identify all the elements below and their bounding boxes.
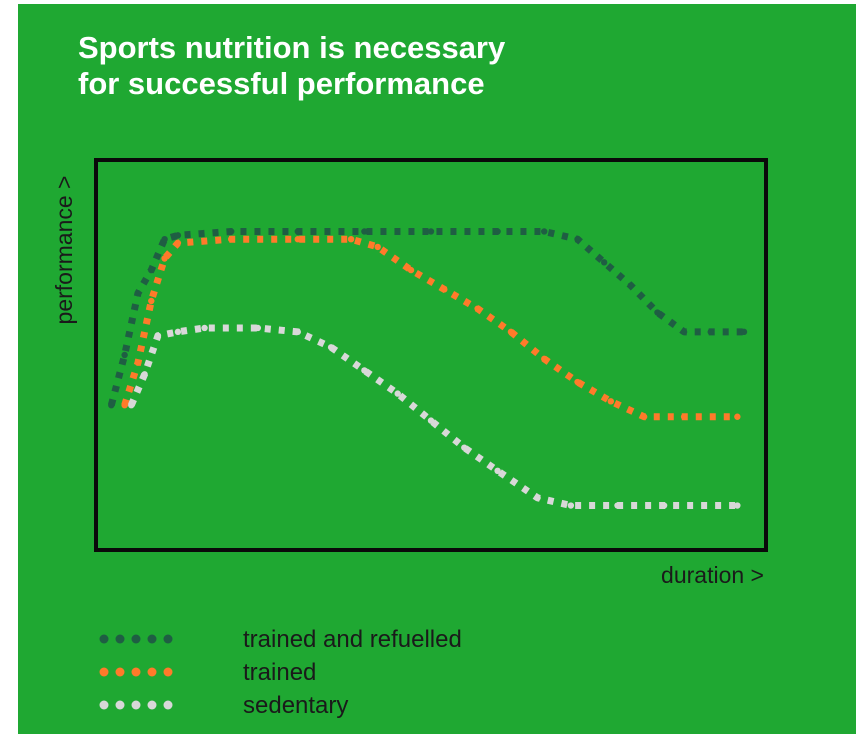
data-point-trained-6 — [294, 236, 301, 243]
legend-swatch-dot — [115, 667, 125, 677]
data-point-sedentary-9 — [394, 390, 401, 397]
chart-title: Sports nutrition is necessary for succes… — [78, 30, 506, 101]
data-point-sedentary-13 — [534, 494, 541, 502]
data-point-trained-12 — [507, 328, 515, 336]
legend-label-sedentary: sedentary — [243, 692, 348, 719]
data-point-trained-18 — [734, 413, 741, 420]
data-point-trained-and-refuelled-11 — [541, 228, 548, 235]
data-point-sedentary-7 — [327, 344, 335, 351]
chart-background — [18, 4, 856, 734]
data-point-sedentary-15 — [614, 502, 621, 509]
data-point-trained-and-refuelled-10 — [494, 228, 501, 235]
data-point-sedentary-17 — [734, 502, 741, 509]
series-layer — [107, 227, 748, 510]
series-trained — [121, 235, 741, 421]
data-point-trained-and-refuelled-14 — [627, 282, 634, 289]
legend-swatch-dot — [147, 700, 157, 710]
data-point-trained-5 — [228, 236, 235, 243]
legend-swatch-dot — [163, 667, 173, 677]
legend-label-trained-and-refuelled: trained and refuelled — [243, 626, 462, 653]
data-point-sedentary-4 — [201, 324, 208, 332]
legend-item-sedentary: sedentary — [99, 692, 348, 719]
data-point-trained-and-refuelled-8 — [361, 228, 368, 235]
data-point-trained-8 — [374, 243, 381, 251]
data-point-sedentary-11 — [461, 444, 468, 451]
data-point-trained-9 — [407, 266, 415, 274]
data-point-sedentary-0 — [128, 401, 135, 409]
data-point-trained-1 — [134, 359, 142, 366]
legend-label-trained: trained — [243, 659, 316, 686]
data-point-trained-11 — [474, 305, 481, 312]
data-point-trained-and-refuelled-2 — [134, 290, 142, 297]
data-point-trained-13 — [541, 355, 548, 363]
data-point-sedentary-6 — [294, 328, 301, 336]
legend-swatch-sedentary — [99, 700, 173, 710]
data-point-sedentary-8 — [361, 367, 368, 374]
x-axis-label: duration > — [661, 562, 764, 588]
data-point-sedentary-14 — [567, 502, 575, 509]
legend-swatch-dot — [115, 634, 125, 644]
legend-item-trained: trained — [99, 659, 316, 686]
legend-swatch-dot — [99, 700, 109, 710]
data-point-sedentary-3 — [174, 328, 182, 336]
data-point-trained-and-refuelled-12 — [574, 236, 581, 243]
data-point-trained-and-refuelled-7 — [294, 228, 301, 235]
data-point-trained-2 — [148, 297, 155, 305]
series-trained-and-refuelled — [107, 227, 748, 409]
data-point-sedentary-10 — [427, 417, 435, 424]
data-point-sedentary-5 — [254, 324, 262, 332]
data-point-trained-and-refuelled-0 — [108, 401, 115, 409]
data-point-sedentary-1 — [141, 371, 148, 378]
series-line-sedentary — [128, 324, 738, 510]
legend-swatch-dot — [131, 634, 141, 644]
legend: trained and refuelled trained sedentary — [99, 626, 462, 719]
data-point-trained-3 — [161, 255, 168, 262]
legend-swatch-dot — [99, 667, 109, 677]
data-point-trained-and-refuelled-1 — [121, 351, 128, 359]
data-point-trained-and-refuelled-4 — [161, 236, 168, 243]
series-line-trained — [121, 235, 738, 421]
data-point-trained-14 — [574, 378, 581, 386]
data-point-trained-and-refuelled-17 — [707, 328, 714, 336]
data-point-trained-and-refuelled-13 — [600, 259, 608, 266]
data-point-trained-and-refuelled-18 — [740, 328, 748, 336]
series-sedentary — [128, 324, 741, 510]
legend-swatch-dot — [147, 634, 157, 644]
legend-swatch-trained-and-refuelled — [99, 634, 173, 644]
data-point-trained-and-refuelled-6 — [228, 228, 235, 235]
data-point-trained-and-refuelled-5 — [174, 232, 182, 239]
legend-swatch-trained — [99, 667, 173, 677]
data-point-trained-15 — [607, 398, 615, 405]
legend-swatch-dot — [131, 667, 141, 677]
data-point-trained-0 — [121, 401, 128, 409]
series-line-trained-and-refuelled — [107, 227, 745, 407]
legend-swatch-dot — [115, 700, 125, 710]
data-point-trained-16 — [640, 413, 648, 420]
legend-item-trained-and-refuelled: trained and refuelled — [99, 626, 462, 653]
plot-area-frame — [94, 158, 768, 552]
data-point-trained-7 — [347, 236, 355, 243]
data-point-sedentary-2 — [154, 332, 162, 339]
legend-swatch-dot — [163, 634, 173, 644]
data-point-trained-17 — [680, 413, 688, 420]
legend-swatch-dot — [131, 700, 141, 710]
data-point-sedentary-16 — [660, 502, 668, 509]
legend-swatch-dot — [147, 667, 157, 677]
data-point-trained-and-refuelled-15 — [654, 309, 661, 316]
data-point-sedentary-12 — [494, 467, 501, 474]
data-point-trained-4 — [174, 239, 182, 247]
data-point-trained-10 — [441, 286, 448, 293]
y-axis-label: performance > — [51, 176, 77, 325]
legend-swatch-dot — [99, 634, 109, 644]
data-point-trained-and-refuelled-3 — [148, 266, 155, 274]
data-point-trained-and-refuelled-16 — [680, 328, 688, 336]
data-point-trained-and-refuelled-9 — [427, 228, 435, 235]
legend-swatch-dot — [163, 700, 173, 710]
